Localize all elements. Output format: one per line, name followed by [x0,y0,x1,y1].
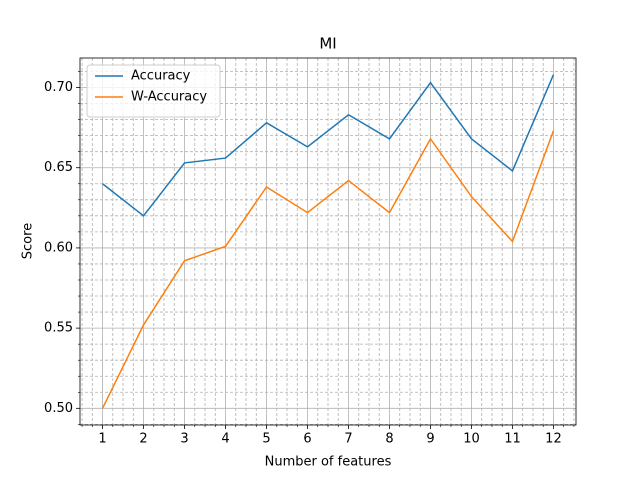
chart-title: MI [319,35,336,53]
x-tick-label: 2 [139,432,147,447]
x-tick-label: 6 [303,432,311,447]
x-tick-label: 8 [385,432,393,447]
x-tick-label: 7 [344,432,352,447]
legend-label: W-Accuracy [131,90,207,105]
y-tick-label: 0.60 [44,240,73,255]
x-tick-label: 12 [545,432,562,447]
x-tick-label: 9 [426,432,434,447]
x-tick-label: 10 [463,432,480,447]
x-tick-label: 4 [221,432,229,447]
x-tick-label: 1 [98,432,106,447]
y-tick-label: 0.70 [44,80,73,95]
legend-label: Accuracy [131,69,191,84]
plot-frame [79,57,577,426]
y-tick-label: 0.55 [44,321,73,336]
series-line [102,74,555,217]
y-tick-label: 0.50 [44,401,73,416]
x-axis-label: Number of features [265,455,392,470]
y-tick-label: 0.65 [44,160,73,175]
series-line [101,130,555,409]
y-axis-label: Score [21,223,36,259]
x-tick-label: 5 [262,432,270,447]
legend-box [86,64,221,118]
x-tick-label: 3 [180,432,188,447]
x-tick-label: 11 [504,432,521,447]
